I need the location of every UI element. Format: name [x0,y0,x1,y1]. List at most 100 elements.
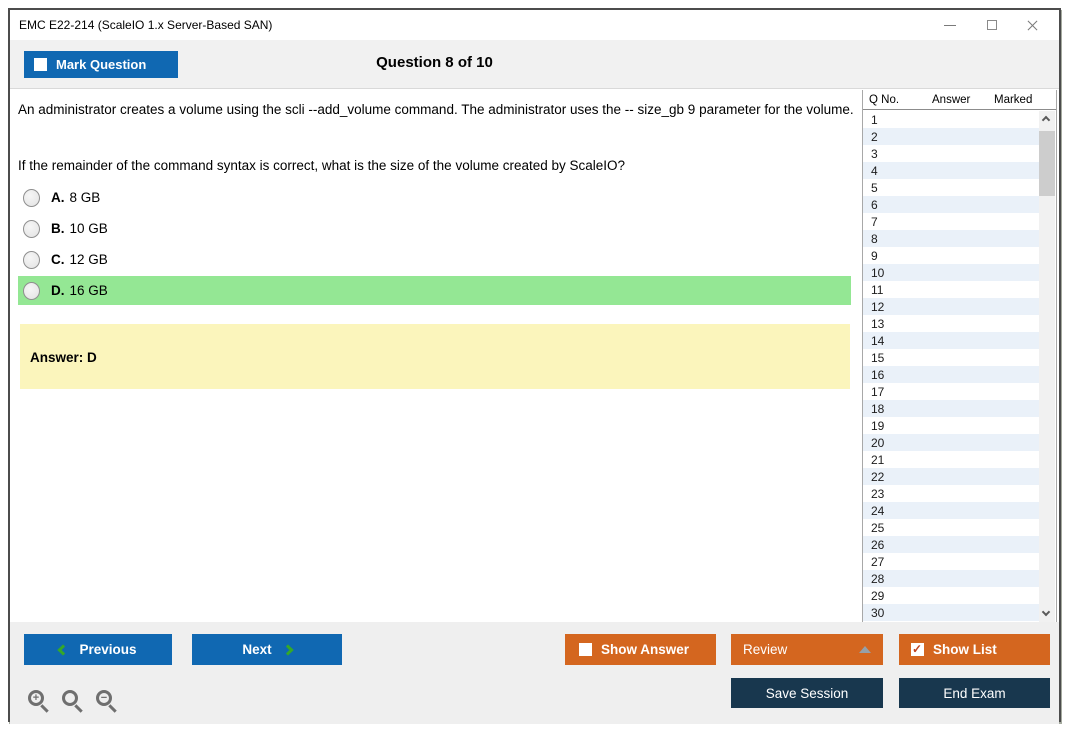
save-session-label: Save Session [765,685,849,701]
question-list-row[interactable]: 15 [863,349,1039,367]
question-list-row[interactable]: 3 [863,145,1039,163]
bottom-bar: Previous Next Show Answer Review Show Li… [10,622,1059,724]
question-list-row[interactable]: 14 [863,332,1039,350]
column-header-qno: Q No. [869,94,900,106]
question-list-row[interactable]: 10 [863,264,1039,282]
option-letter: B. [51,221,65,236]
answer-box: Answer: D [20,324,850,389]
zoom-out-icon[interactable] [96,690,117,713]
save-session-button[interactable]: Save Session [731,678,883,708]
show-answer-button[interactable]: Show Answer [565,634,716,665]
question-list-row[interactable]: 1 [863,111,1039,129]
question-list-rows: 1 2 3 4 5 6 7 8 9 10 11 12 13 14 15 16 17 18 19 20 21 22 23 24 2… [863,111,1039,622]
question-number: 2 [871,130,878,145]
zoom-in-icon[interactable] [28,690,49,713]
question-list-row[interactable]: 16 [863,366,1039,384]
question-number: 10 [871,266,885,281]
question-number: 30 [871,606,885,621]
question-list-row[interactable]: 11 [863,281,1039,299]
question-list-row[interactable]: 28 [863,570,1039,588]
end-exam-button[interactable]: End Exam [899,678,1050,708]
mark-question-button[interactable]: Mark Question [24,51,178,78]
radio-button[interactable] [23,188,40,207]
question-number: 13 [871,317,885,332]
question-list-row[interactable]: 25 [863,519,1039,537]
show-list-button[interactable]: Show List [899,634,1050,665]
question-list-row[interactable]: 17 [863,383,1039,401]
mark-question-label: Mark Question [56,57,147,72]
question-list-row[interactable]: 4 [863,162,1039,180]
answer-option-b[interactable]: B. 10 GB [18,214,851,243]
triangle-up-icon [859,646,871,653]
maximize-icon [987,20,997,30]
options-list: A. 8 GB B. 10 GB C. 12 GB D. 16 GB [10,90,1059,622]
question-list-row[interactable]: 24 [863,502,1039,520]
question-list-row[interactable]: 29 [863,587,1039,605]
radio-button[interactable] [23,281,40,300]
question-list-row[interactable]: 9 [863,247,1039,265]
scroll-down-button[interactable] [1039,606,1055,622]
question-list-row[interactable]: 27 [863,553,1039,571]
app-window: EMC E22-214 (ScaleIO 1.x Server-Based SA… [8,8,1061,724]
question-list-row[interactable]: 12 [863,298,1039,316]
question-list-row[interactable]: 22 [863,468,1039,486]
question-number: 9 [871,249,878,264]
next-button[interactable]: Next [192,634,342,665]
previous-button[interactable]: Previous [24,634,172,665]
question-list-row[interactable]: 6 [863,196,1039,214]
scrollbar-thumb[interactable] [1039,131,1055,196]
question-number: 11 [871,283,884,298]
question-number: 6 [871,198,878,213]
question-list-row[interactable]: 5 [863,179,1039,197]
answer-option-a[interactable]: A. 8 GB [18,183,851,212]
question-number: 12 [871,300,885,315]
radio-button[interactable] [23,219,40,238]
question-list-row[interactable]: 19 [863,417,1039,435]
answer-option-d[interactable]: D. 16 GB [18,276,851,305]
question-number: 8 [871,232,878,247]
question-list-row[interactable]: 21 [863,451,1039,469]
question-list-row[interactable]: 7 [863,213,1039,231]
scroll-up-button[interactable] [1039,111,1055,127]
question-list-row[interactable]: 2 [863,128,1039,146]
column-header-marked: Marked [994,94,1033,106]
question-number: 28 [871,572,885,587]
question-number: 24 [871,504,885,519]
column-header-answer: Answer [932,94,971,106]
option-letter: C. [51,252,65,267]
option-text: 12 GB [69,252,108,267]
chevron-right-icon [281,643,294,656]
minimize-icon [944,25,956,26]
question-list-row[interactable]: 18 [863,400,1039,418]
question-text-paragraph-1: An administrator creates a volume using … [18,102,854,117]
question-number: 1 [871,113,878,127]
question-text-paragraph-2: If the remainder of the command syntax i… [18,158,626,173]
question-list-panel: Q No. Answer Marked 1 2 3 4 5 6 7 8 9 10 11 12 13 14 1… [862,90,1057,622]
next-label: Next [242,642,272,657]
question-list-row[interactable]: 8 [863,230,1039,248]
question-list-row[interactable]: 20 [863,434,1039,452]
minimize-button[interactable] [933,10,967,40]
question-number: 25 [871,521,885,536]
chevron-left-icon [57,643,70,656]
question-number: 19 [871,419,885,434]
question-number: 23 [871,487,885,502]
title-bar: EMC E22-214 (ScaleIO 1.x Server-Based SA… [10,10,1059,40]
question-number: 27 [871,555,885,570]
review-button[interactable]: Review [731,634,883,665]
maximize-button[interactable] [975,10,1009,40]
question-list-row[interactable]: 26 [863,536,1039,554]
radio-button[interactable] [23,250,40,269]
question-list-row[interactable]: 23 [863,485,1039,503]
option-letter: A. [51,190,65,205]
close-button[interactable] [1015,10,1049,40]
show-list-checkbox-icon [911,642,924,656]
question-number: 15 [871,351,885,366]
answer-option-c[interactable]: C. 12 GB [18,245,851,274]
question-list-scrollbar[interactable] [1039,111,1055,622]
question-list-row[interactable]: 13 [863,315,1039,333]
question-list-row[interactable]: 30 [863,604,1039,622]
answer-text: Answer: D [30,350,97,365]
question-number: 3 [871,147,878,162]
zoom-reset-icon[interactable] [62,690,83,713]
